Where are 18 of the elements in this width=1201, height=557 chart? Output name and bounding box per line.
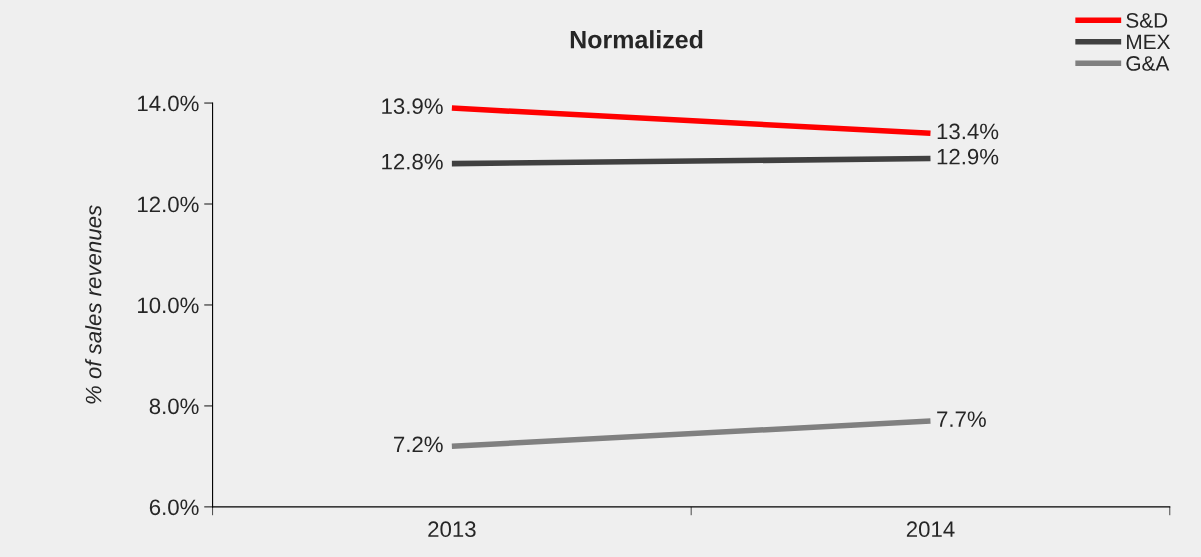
y-tick-label: 6.0% (149, 499, 199, 516)
data-label: 12.8% (382, 153, 443, 170)
y-tick-label: 8.0% (149, 398, 199, 415)
data-label: 12.9% (937, 148, 999, 165)
y-tick-label: 10.0% (138, 297, 199, 314)
y-tick-label: 12.0% (138, 196, 199, 213)
legend-label: MEX (1127, 34, 1171, 50)
y-tick-label: 14.0% (138, 95, 199, 112)
chart-title: Normalized (570, 30, 703, 49)
y-axis-title: % of sales revenues (85, 205, 102, 404)
data-label: 13.4% (937, 123, 999, 140)
x-tick-label: 2014 (906, 521, 955, 538)
x-tick-label: 2013 (428, 521, 476, 538)
data-label: 7.2% (394, 436, 443, 453)
data-label: 7.7% (937, 411, 986, 427)
legend-label: G&A (1126, 56, 1170, 71)
data-label: 13.9% (382, 98, 443, 115)
legend-label: S&D (1126, 13, 1168, 28)
